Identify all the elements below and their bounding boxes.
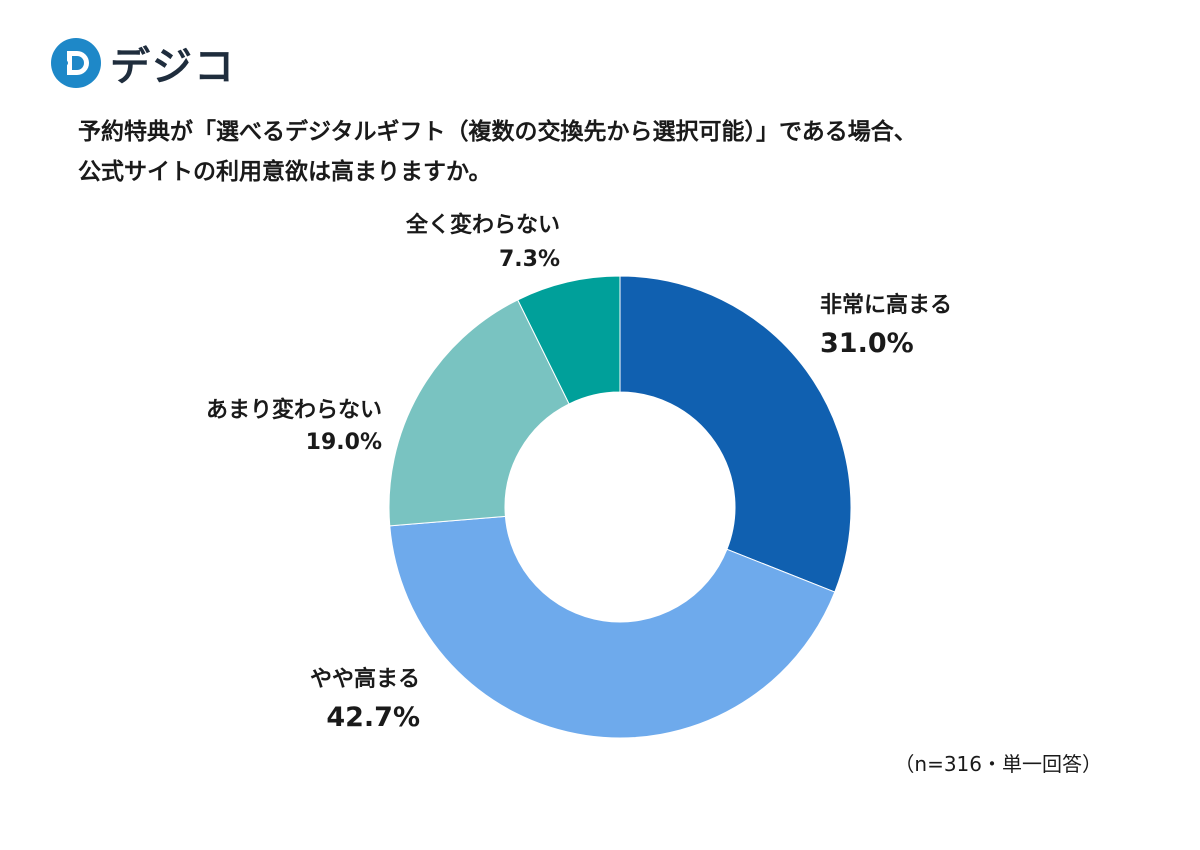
slice-label-very-high: 非常に高まる: [820, 292, 952, 318]
chart-title-line-2: 公式サイトの利用意欲は高まりますか。: [78, 159, 492, 185]
chart-title-line-1: 予約特典が「選べるデジタルギフト（複数の交換先から選択可能）」である場合、: [78, 119, 917, 145]
chart-title: 予約特典が「選べるデジタルギフト（複数の交換先から選択可能）」である場合、 公式…: [78, 112, 917, 192]
slice-very-high: [619, 275, 852, 593]
slice-value-very-high: 31.0%: [820, 328, 914, 359]
slice-somewhat-high: [389, 515, 836, 739]
slice-little-change: [388, 299, 570, 527]
slice-no-change: [517, 275, 621, 405]
brand-logo-icon: [51, 38, 101, 88]
slice-label-somewhat-high: やや高まる: [310, 666, 420, 692]
slice-value-little-change: 19.0%: [306, 430, 382, 455]
sample-note: （n=316・単一回答）: [894, 752, 1102, 776]
donut-slices: [388, 275, 852, 739]
brand-logo: デジコ: [50, 34, 236, 92]
slice-value-somewhat-high: 42.7%: [326, 702, 420, 733]
slice-label-little-change: あまり変わらない: [206, 397, 382, 423]
slice-value-no-change: 7.3%: [499, 247, 560, 272]
slice-label-no-change: 全く変わらない: [405, 212, 560, 238]
brand-name: デジコ: [110, 44, 236, 90]
